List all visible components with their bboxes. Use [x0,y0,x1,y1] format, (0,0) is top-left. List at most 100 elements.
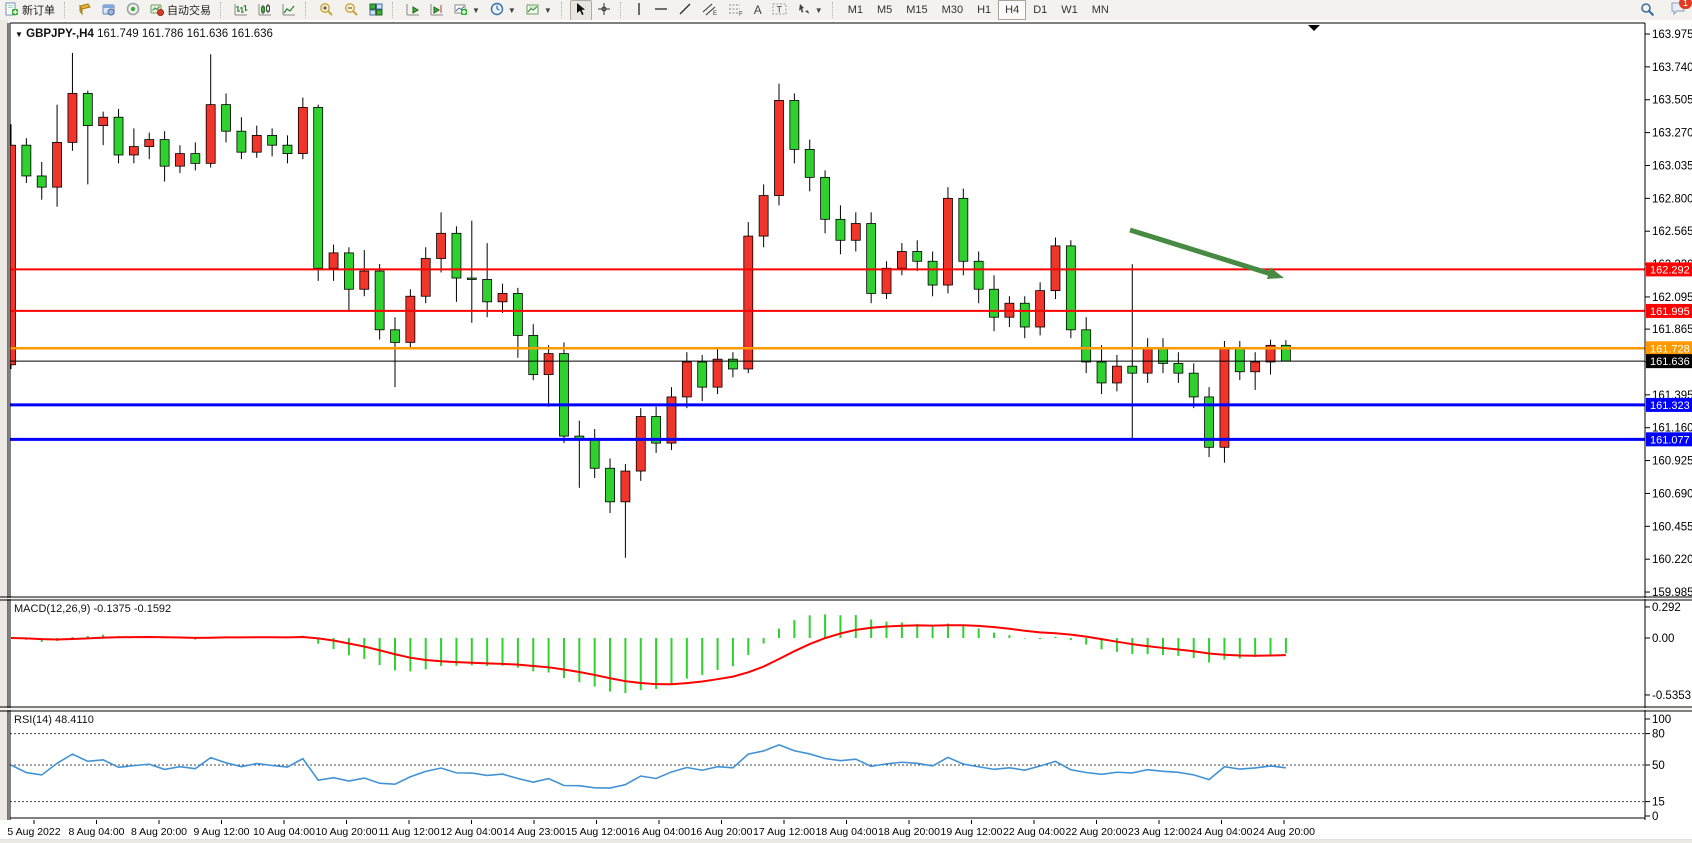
pane-splitter[interactable] [0,598,1692,599]
timeframe-m5-button[interactable]: M5 [876,4,893,16]
time-tick-label: 18 Aug 04:00 [816,826,878,838]
templates-dropdown[interactable]: ▼ [521,0,557,21]
line-chart-icon [282,3,296,18]
fibonacci-tool-button[interactable]: F [723,0,749,21]
candle [1096,361,1107,384]
candle [989,288,999,318]
price-tick-label: 162.800 [1652,193,1692,205]
candle [1204,396,1214,448]
autotrading-button[interactable]: 自动交易 [145,0,216,21]
candle [512,293,523,336]
candle [98,116,109,127]
price-tick-label: 163.270 [1652,128,1692,140]
candle [1112,365,1122,384]
timeframe-w1-button[interactable]: W1 [1061,4,1078,16]
candle [10,144,16,366]
timeframe-mn-button[interactable]: MN [1091,4,1109,16]
market-watch-icon [78,2,92,18]
new-order-button[interactable]: 新订单 [0,0,60,21]
price-tick-label: 160.690 [1652,488,1692,500]
trendline-tool-button[interactable] [673,0,697,21]
vertical-line-tool-button[interactable] [629,0,649,21]
search-button[interactable] [1635,0,1660,21]
macd-signal-value: -0.1592 [133,603,172,615]
arrows-dropdown[interactable]: ▼ [792,0,828,21]
toolbar-separator [220,2,226,18]
bar-chart-button[interactable] [229,0,253,21]
price-axis: 163.975 163.740 163.505 163.270 163.035 162.8… [1645,29,1692,823]
candle [1050,245,1061,292]
timeframe-m1-button[interactable]: M1 [847,4,863,16]
chart-window: ▼ GBPJPY-,H4 161.749 161.786 161.636 161… [0,20,1692,843]
chart-symbol-label: GBPJPY-,H4 [26,28,94,40]
candle [543,353,554,375]
chart-shift-button[interactable] [425,0,449,21]
candle [958,197,969,262]
candle [559,353,569,437]
timeframe-m30-button[interactable]: M30 [941,4,964,16]
time-tick-label: 22 Aug 04:00 [1003,826,1065,838]
period-dropdown[interactable]: ▼ [485,0,521,21]
vertical-line-icon [634,2,644,18]
auto-scroll-button[interactable] [401,0,425,21]
timeframe-d1-button[interactable]: D1 [1033,4,1048,16]
candle [221,104,231,132]
pane-splitter[interactable] [0,708,1692,710]
candle [804,148,815,178]
market-watch-button[interactable] [73,0,97,21]
candlestick-chart-button[interactable] [253,0,277,21]
text-tool-button[interactable]: A [749,0,767,21]
macd-indicator-label: MACD(12,26,9) -0.1375 -0.1592 [14,603,172,615]
candle [1019,302,1030,328]
horizontal-line-tool-button[interactable] [649,0,673,21]
timeframe-h1-button[interactable]: H1 [977,4,992,16]
price-tick-label: 163.740 [1652,62,1692,74]
timeframe-bar: M1 M5 M15 M30 H1 H4 D1 W1 MN [841,0,1116,20]
macd-scale-label: -0.5353 [1652,690,1691,702]
svg-text:E: E [713,11,717,16]
autotrading-icon [150,3,164,18]
macd-pane [10,614,1287,693]
candle [1142,347,1153,374]
notifications-button[interactable]: 1 [1670,0,1692,19]
price-badge-label: 161.636 [1650,356,1690,368]
timeframe-m15-button[interactable]: M15 [906,4,928,16]
tile-windows-button[interactable] [364,0,388,21]
zoom-out-icon [344,2,359,18]
candle [743,235,754,370]
time-axis: 5 Aug 2022 8 Aug 04:00 8 Aug 20:00 9 Aug 12… [7,820,1315,838]
line-chart-button[interactable] [277,0,301,21]
price-badge-label: 161.728 [1650,343,1690,355]
candle [620,470,631,503]
rsi-scale-label: 15 [1652,797,1665,809]
cursor-tool-button[interactable] [569,0,592,21]
text-label-tool-button[interactable]: T [767,0,792,21]
rsi-scale-label: 50 [1652,760,1665,772]
mql-community-button[interactable] [121,0,145,21]
candle [405,295,416,343]
chart-shift-marker[interactable] [1308,25,1320,31]
candle [605,467,615,503]
candle [1173,362,1184,374]
symbol-menu-caret-icon[interactable]: ▼ [15,30,23,39]
new-chart-dropdown[interactable]: ▼ [449,0,485,21]
equidistant-channel-tool-button[interactable]: E [697,0,723,21]
candle [466,277,477,280]
candle [881,267,892,294]
time-tick-label: 10 Aug 04:00 [253,826,315,838]
candle [144,139,155,147]
candle [113,116,124,156]
zoom-out-button[interactable] [339,0,364,21]
price-tick-label: 159.985 [1652,587,1692,599]
chart-canvas[interactable]: 163.975 163.740 163.505 163.270 163.035 162.8… [0,20,1692,843]
zoom-in-button[interactable] [314,0,339,21]
candle [451,232,462,279]
timeframe-h4-button[interactable]: H4 [998,0,1027,20]
crosshair-tool-button[interactable] [592,0,616,21]
time-tick-label: 5 Aug 2022 [7,826,60,838]
time-tick-label: 9 Aug 12:00 [193,826,249,838]
candle [328,252,339,269]
trend-arrow-annotation[interactable] [1129,227,1276,278]
data-window-button[interactable] [97,0,121,21]
price-tick-label: 163.035 [1652,160,1692,172]
